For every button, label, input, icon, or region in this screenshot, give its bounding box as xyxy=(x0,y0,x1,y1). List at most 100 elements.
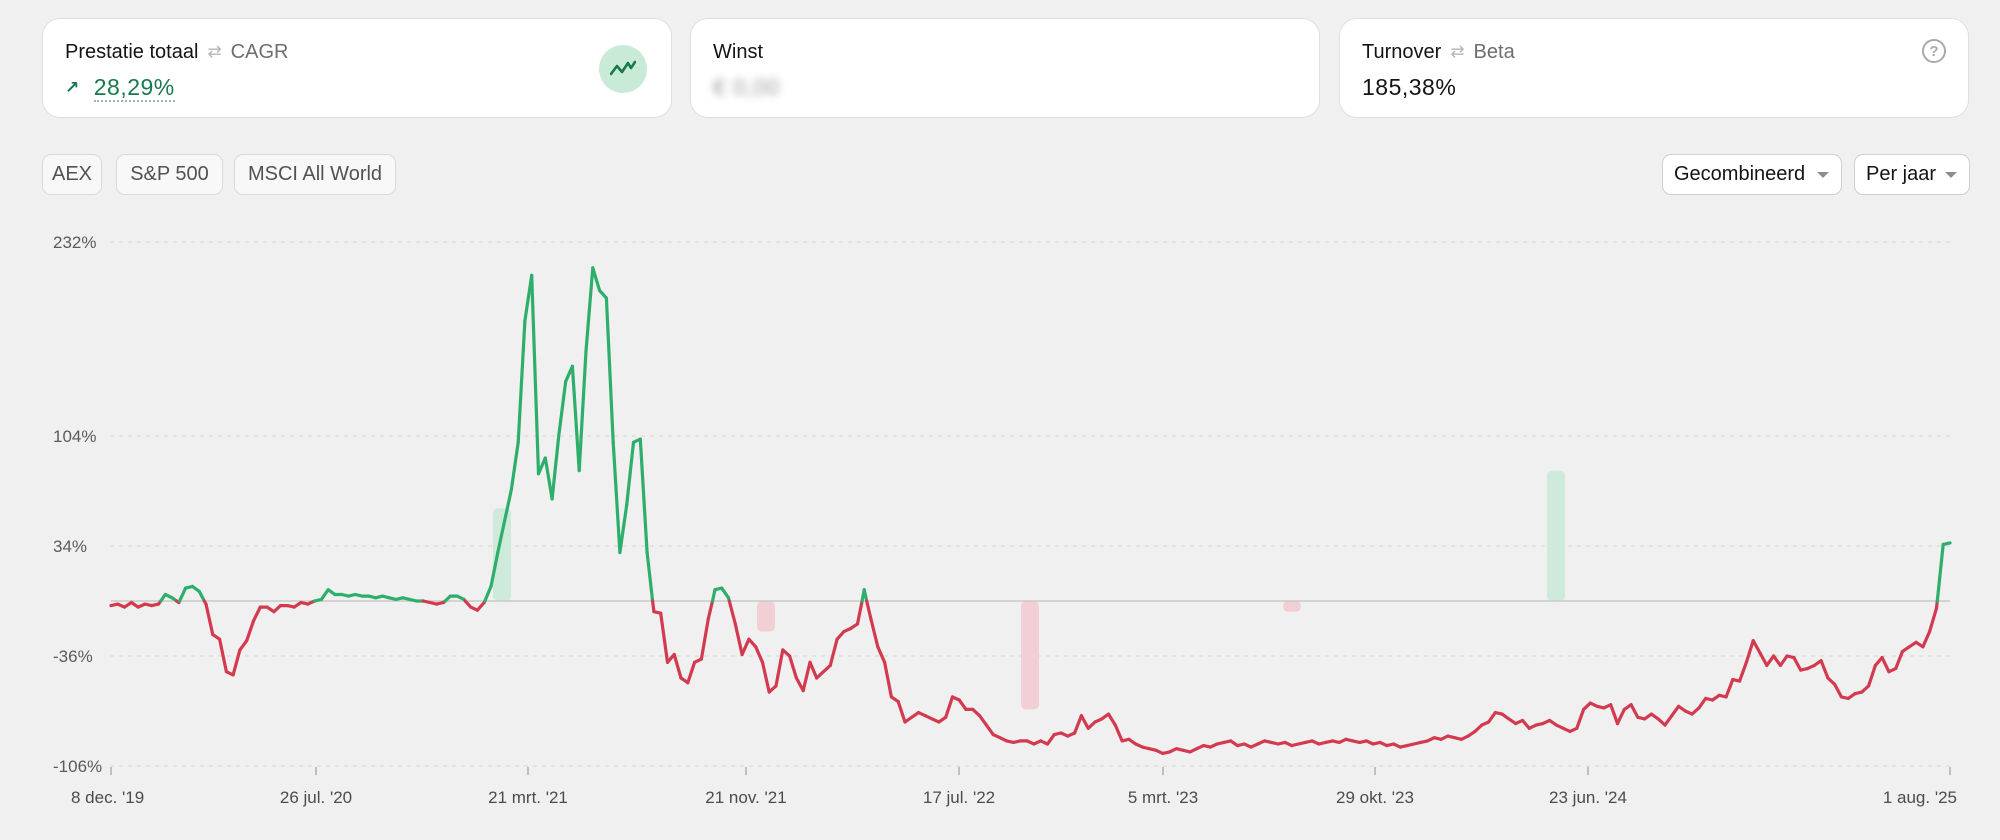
gain-segment[interactable] xyxy=(584,266,595,353)
loss-segment[interactable] xyxy=(1724,678,1735,699)
swap-arrows-icon[interactable]: ⇄ xyxy=(1450,42,1465,61)
gain-segment[interactable] xyxy=(1935,542,1945,603)
loss-segment[interactable] xyxy=(882,660,894,699)
gain-segment[interactable] xyxy=(604,296,615,444)
gain-segment[interactable] xyxy=(645,550,655,603)
loss-segment[interactable] xyxy=(787,654,799,680)
performance-card[interactable]: Prestatie totaal ⇄ CAGR ↗ 28,29% xyxy=(42,18,672,118)
turnover-card[interactable]: Turnover ⇄ Beta 185,38% ? xyxy=(1339,18,1969,118)
loss-segment[interactable] xyxy=(245,619,256,643)
gain-segment[interactable] xyxy=(530,273,541,476)
gain-segment[interactable] xyxy=(570,364,581,473)
loss-segment[interactable] xyxy=(1894,649,1905,671)
gain-segment[interactable] xyxy=(625,440,636,507)
gain-segment[interactable] xyxy=(543,456,554,501)
loss-segment[interactable] xyxy=(1615,707,1626,726)
loss-segment[interactable] xyxy=(1670,704,1681,718)
gain-segment[interactable] xyxy=(509,440,520,491)
loss-segment[interactable] xyxy=(740,637,751,657)
loss-segment[interactable] xyxy=(251,605,262,623)
loss-segment[interactable] xyxy=(672,652,683,680)
help-circle-icon[interactable]: ? xyxy=(1922,39,1946,63)
loss-segment[interactable] xyxy=(1045,732,1056,746)
beta-toggle[interactable]: Beta xyxy=(1473,40,1515,63)
loss-segment[interactable] xyxy=(1663,714,1674,727)
loss-segment[interactable] xyxy=(659,611,670,664)
loss-segment[interactable] xyxy=(1792,656,1803,672)
loss-segment[interactable] xyxy=(984,723,995,737)
loss-segment[interactable] xyxy=(876,645,887,664)
loss-segment[interactable] xyxy=(977,714,989,727)
loss-segment[interactable] xyxy=(1520,718,1531,730)
loss-segment[interactable] xyxy=(1771,654,1783,667)
loss-segment[interactable] xyxy=(957,698,968,711)
loss-segment[interactable] xyxy=(733,622,744,657)
loss-segment[interactable] xyxy=(835,630,846,641)
loss-segment[interactable] xyxy=(869,617,880,649)
gain-segment[interactable] xyxy=(597,288,609,300)
swap-arrows-icon[interactable]: ⇄ xyxy=(207,42,222,61)
loss-segment[interactable] xyxy=(1486,711,1497,724)
loss-segment[interactable] xyxy=(801,660,812,693)
gain-segment[interactable] xyxy=(638,437,649,555)
loss-segment[interactable] xyxy=(1751,639,1762,655)
gain-segment[interactable] xyxy=(550,432,561,501)
gain-segment[interactable] xyxy=(611,440,622,555)
loss-segment[interactable] xyxy=(760,660,771,694)
loss-segment[interactable] xyxy=(1819,659,1830,680)
loss-segment[interactable] xyxy=(828,637,839,667)
loss-segment[interactable] xyxy=(1106,712,1117,727)
loss-segment[interactable] xyxy=(1866,663,1878,688)
loss-segment[interactable] xyxy=(1737,660,1749,683)
loss-segment[interactable] xyxy=(774,648,785,688)
loss-segment[interactable] xyxy=(238,639,249,652)
cagr-toggle[interactable]: CAGR xyxy=(230,40,289,63)
gain-segment[interactable] xyxy=(516,319,527,444)
benchmark-sp500-button[interactable]: S&P 500 xyxy=(116,154,223,195)
loss-segment[interactable] xyxy=(650,599,656,614)
period-dropdown[interactable]: Per jaar xyxy=(1854,154,1970,195)
loss-segment[interactable] xyxy=(727,599,737,626)
performance-chart[interactable]: 232% 104% 34% -36% -106% 8 dec. '19 26 jul. '… xyxy=(0,210,2000,840)
loss-segment[interactable] xyxy=(231,648,242,677)
gain-segment[interactable] xyxy=(577,349,588,473)
loss-segment[interactable] xyxy=(1629,703,1640,719)
loss-segment[interactable] xyxy=(1609,703,1620,726)
loss-segment[interactable] xyxy=(865,599,873,621)
gain-segment[interactable] xyxy=(591,266,602,293)
loss-segment[interactable] xyxy=(1575,707,1586,730)
loss-segment[interactable] xyxy=(1765,654,1776,667)
gain-segment[interactable] xyxy=(720,586,731,600)
performance-series[interactable] xyxy=(109,266,1952,756)
performance-value[interactable]: 28,29% xyxy=(93,74,175,102)
mode-dropdown[interactable]: Gecombineerd xyxy=(1662,154,1842,195)
gain-segment[interactable] xyxy=(1941,541,1952,546)
loss-segment[interactable] xyxy=(1697,696,1708,710)
gain-segment[interactable] xyxy=(557,379,568,437)
loss-segment[interactable] xyxy=(1079,714,1090,730)
gain-segment[interactable] xyxy=(618,503,629,555)
gain-segment[interactable] xyxy=(496,519,507,555)
gain-segment[interactable] xyxy=(197,589,206,603)
gain-segment[interactable] xyxy=(503,487,513,523)
loss-segment[interactable] xyxy=(1778,654,1789,667)
loss-segment[interactable] xyxy=(855,599,864,626)
benchmark-msci-button[interactable]: MSCI All World xyxy=(234,154,396,195)
loss-segment[interactable] xyxy=(706,599,715,621)
loss-segment[interactable] xyxy=(944,695,955,719)
loss-segment[interactable] xyxy=(1832,682,1844,699)
loss-segment[interactable] xyxy=(1880,656,1891,674)
loss-segment[interactable] xyxy=(686,660,697,685)
loss-segment[interactable] xyxy=(1927,607,1939,634)
loss-segment[interactable] xyxy=(1072,714,1084,735)
loss-segment[interactable] xyxy=(747,637,758,649)
gain-segment[interactable] xyxy=(489,550,500,588)
loss-segment[interactable] xyxy=(1921,630,1932,649)
loss-segment[interactable] xyxy=(754,645,765,664)
loss-segment[interactable] xyxy=(1744,639,1755,664)
loss-segment[interactable] xyxy=(1758,651,1769,667)
loss-segment[interactable] xyxy=(896,700,907,724)
loss-segment[interactable] xyxy=(808,660,819,680)
gain-segment[interactable] xyxy=(710,588,717,603)
loss-segment[interactable] xyxy=(204,602,215,637)
